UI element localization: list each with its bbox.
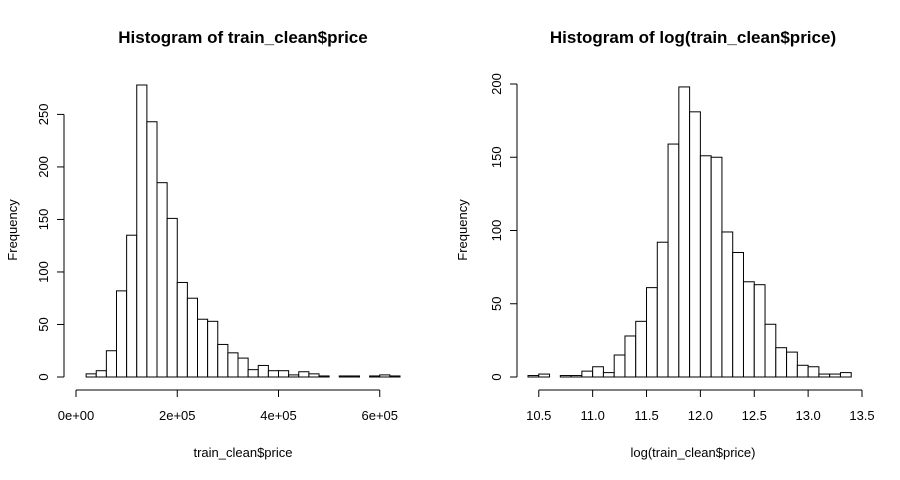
y-tick-label: 200 [36, 156, 51, 178]
histogram-bar [613, 354, 626, 378]
x-tick-label: 11.0 [580, 408, 604, 423]
chart-title: Histogram of log(train_clean$price) [550, 28, 836, 47]
histogram-bar [581, 370, 594, 378]
histogram-bar [656, 241, 669, 378]
histogram-bar [710, 156, 723, 378]
histogram-bar [689, 111, 701, 378]
histogram-bar [678, 86, 691, 378]
histogram-bar [775, 347, 788, 378]
bars [527, 86, 852, 378]
x-axis-label: log(train_clean$price) [630, 445, 755, 460]
histogram-bar [308, 373, 320, 378]
histogram-bar [764, 323, 777, 378]
histogram-bar [592, 366, 604, 378]
histogram-bar [742, 281, 755, 378]
x-tick-label: 12.5 [742, 408, 767, 423]
axes: 0e+00 2e+05 4e+05 6e+05 0 50 100 150 200 250 [36, 104, 398, 423]
histogram-bar [796, 364, 809, 378]
x-tick-label: 13.0 [795, 408, 820, 423]
histogram-bar [829, 373, 841, 378]
histogram-bar [624, 335, 637, 378]
histogram-bar [570, 375, 583, 378]
x-tick-label: 6e+05 [361, 408, 398, 423]
histogram-bar [667, 143, 680, 378]
histogram-bar [602, 372, 615, 378]
histogram-bar [559, 375, 572, 378]
y-tick-label: 0 [489, 373, 504, 380]
histogram-bar [527, 375, 540, 378]
histogram-bar [389, 375, 401, 378]
histogram-bar [699, 155, 712, 378]
histogram-bar [318, 375, 330, 378]
histogram-bar [646, 287, 658, 378]
histogram-bar [538, 373, 551, 378]
histogram-bar [348, 375, 361, 378]
y-axis-label: Frequency [455, 199, 470, 261]
x-tick-label: 2e+05 [159, 408, 196, 423]
x-tick-label: 10.5 [526, 408, 551, 423]
y-tick-label: 250 [36, 104, 51, 126]
histogram-bar [237, 357, 249, 378]
axes: 10.5 11.0 11.5 12.0 12.5 13.0 13.5 0 50 100 150 200 [489, 73, 875, 423]
chart-title: Histogram of train_clean$price [118, 28, 367, 47]
histogram-bar [786, 351, 798, 378]
histogram-bar [732, 251, 744, 378]
y-tick-label: 50 [36, 317, 51, 331]
bars [85, 84, 401, 378]
y-tick-label: 0 [36, 373, 51, 380]
histogram-bar [278, 370, 290, 378]
histogram-bar [818, 373, 831, 378]
histogram-bar [839, 372, 852, 378]
y-tick-label: 100 [36, 261, 51, 283]
y-tick-label: 50 [489, 297, 504, 311]
histogram-bar [753, 284, 766, 378]
histogram-bar [721, 231, 734, 378]
histogram-bar [807, 366, 820, 378]
y-tick-label: 100 [489, 220, 504, 242]
x-axis-label: train_clean$price [193, 445, 292, 460]
x-tick-label: 11.5 [634, 408, 658, 423]
y-tick-label: 150 [489, 146, 504, 168]
x-tick-label: 13.5 [849, 408, 874, 423]
y-axis-label: Frequency [5, 199, 20, 261]
y-tick-label: 150 [36, 209, 51, 231]
x-tick-label: 12.0 [688, 408, 713, 423]
x-tick-label: 0e+00 [58, 408, 95, 423]
y-tick-label: 200 [489, 73, 504, 95]
histogram-bar [635, 320, 648, 378]
x-tick-label: 4e+05 [260, 408, 297, 423]
